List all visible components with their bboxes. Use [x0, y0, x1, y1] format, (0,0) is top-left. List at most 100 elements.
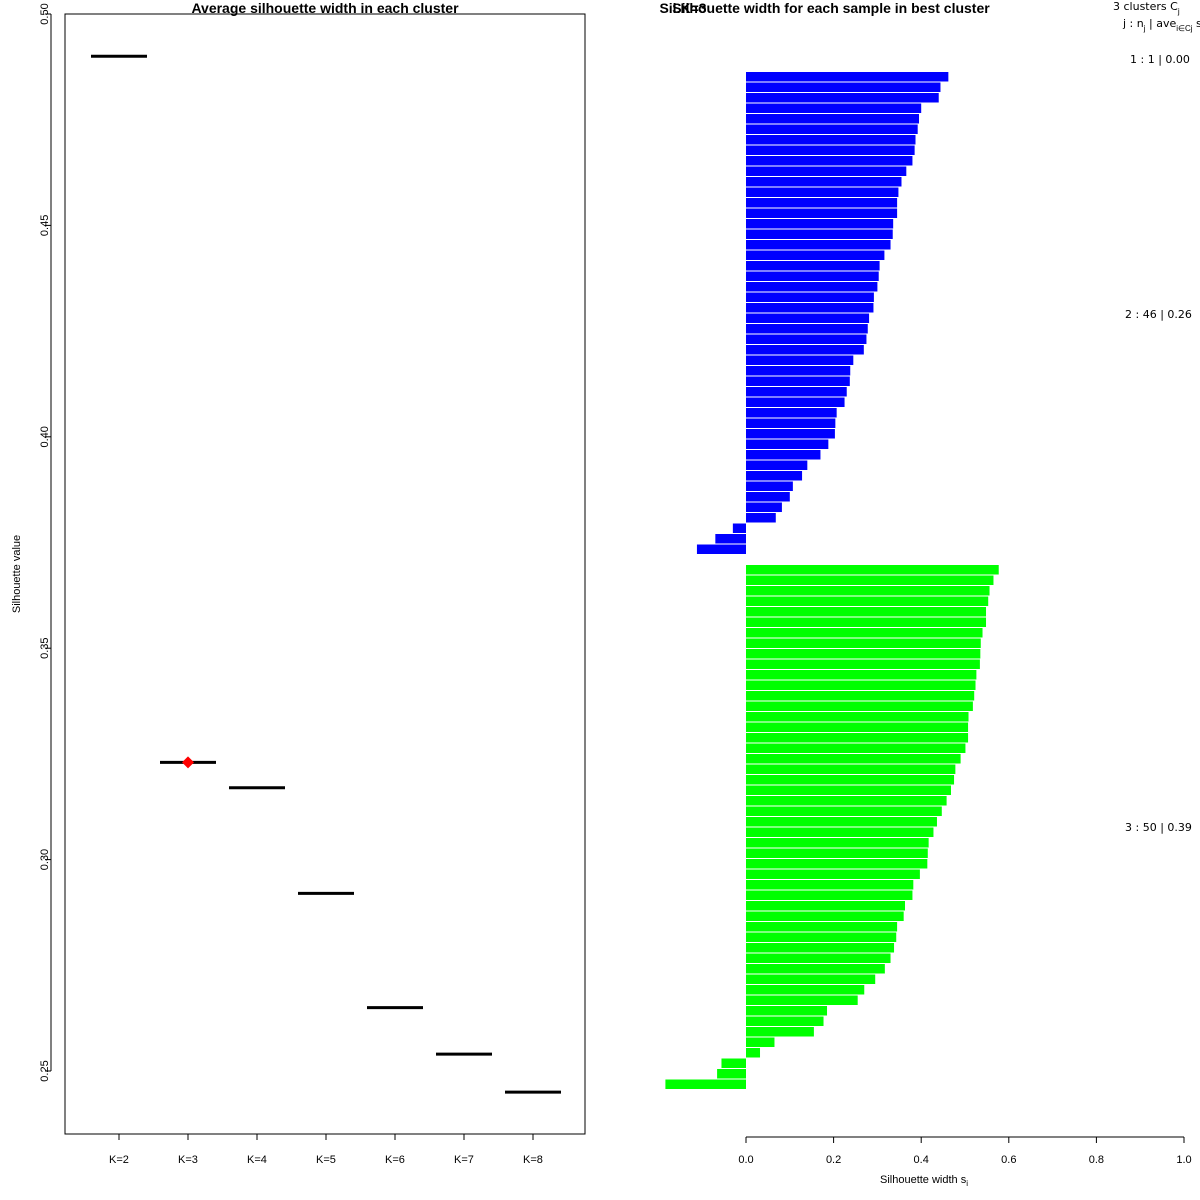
right-x-tick-label: 0.6 [1001, 1154, 1016, 1166]
header-line2-sub2: i∈Cj [1176, 24, 1193, 33]
silhouette-bar-cluster-3 [746, 1027, 814, 1037]
left-y-tick-label: 0.30 [39, 849, 51, 870]
header-line2-mid: | ave [1146, 17, 1177, 30]
silhouette-bar-cluster-2 [696, 544, 746, 554]
silhouette-bar-cluster-2 [746, 114, 920, 124]
silhouette-bar-cluster-2 [746, 103, 922, 113]
left-x-tick-label: K=6 [385, 1154, 405, 1166]
silhouette-bar-cluster-3 [746, 659, 980, 669]
silhouette-bar-cluster-2 [746, 240, 891, 250]
right-x-tick-label: 0.2 [826, 1154, 841, 1166]
silhouette-bar-cluster-3 [746, 1006, 828, 1016]
silhouette-bar-cluster-3 [746, 565, 999, 575]
silhouette-bar-cluster-3 [746, 775, 955, 785]
left-x-tick-label: K=4 [247, 1154, 267, 1166]
silhouette-bar-cluster-3 [746, 586, 990, 596]
silhouette-bar-cluster-2 [715, 534, 746, 544]
silhouette-bar-cluster-3 [721, 1058, 746, 1068]
silhouette-bar-cluster-3 [746, 911, 904, 921]
left-marks [91, 54, 561, 1094]
cluster-header-line2: j : nj | avei∈Cj si [1122, 17, 1200, 33]
silhouette-bar-cluster-2 [746, 429, 835, 439]
left-y-tick-label: 0.50 [39, 3, 51, 24]
silhouette-bar-cluster-3 [746, 806, 942, 816]
right-x-tick-label: 0.4 [914, 1154, 929, 1166]
silhouette-bar-cluster-2 [746, 219, 894, 229]
silhouette-bar-cluster-3 [746, 869, 920, 879]
silhouette-bar-cluster-2 [746, 471, 803, 481]
cluster-2-label: 2 : 46 | 0.26 [1125, 308, 1192, 321]
silhouette-bar-cluster-3 [746, 649, 981, 659]
silhouette-bar-cluster-3 [746, 901, 905, 911]
silhouette-bar-cluster-2 [746, 145, 915, 155]
silhouette-bar-cluster-2 [746, 450, 821, 460]
right-x-tick-label: 0.0 [738, 1154, 753, 1166]
silhouette-bar-cluster-2 [746, 481, 793, 491]
left-x-tick-label: K=5 [316, 1154, 336, 1166]
silhouette-bar-cluster-2 [746, 355, 854, 365]
left-y-tick-label: 0.25 [39, 1060, 51, 1081]
silhouette-bar-cluster-3 [746, 722, 969, 732]
silhouette-bar-cluster-3 [746, 880, 914, 890]
silhouette-bar-cluster-3 [746, 827, 934, 837]
silhouette-bar-cluster-3 [746, 1016, 824, 1026]
left-x-axis: K=2 K=3 K=4 K=5 K=6 K=7 K=8 [109, 1133, 543, 1166]
silhouette-bar-cluster-2 [746, 166, 907, 176]
silhouette-bar-cluster-3 [746, 733, 969, 743]
silhouette-bar-cluster-2 [746, 460, 808, 470]
header-line1-text: 3 clusters C [1113, 0, 1178, 13]
right-overlap-title: Sil.K=3 [659, 0, 706, 16]
silhouette-bar-cluster-2 [746, 408, 837, 418]
left-y-axis: 0.25 0.30 0.35 0.40 0.45 0.50 [39, 3, 52, 1082]
header-line2-sub1: j [1143, 24, 1146, 33]
silhouette-bar-cluster-2 [746, 324, 868, 334]
silhouette-bar-cluster-3 [665, 1079, 746, 1089]
cluster-1-label: 1 : 1 | 0.00 [1130, 53, 1190, 66]
silhouette-bar-cluster-3 [746, 964, 885, 974]
silhouette-bar-cluster-2 [746, 93, 939, 103]
silhouette-bar-cluster-3 [746, 617, 987, 627]
silhouette-bar-cluster-3 [746, 785, 951, 795]
silhouette-bar-cluster-3 [746, 943, 895, 953]
silhouette-bar-cluster-2 [746, 229, 893, 239]
silhouette-bar-cluster-3 [746, 848, 928, 858]
silhouette-bar-cluster-3 [746, 995, 858, 1005]
silhouette-bar-cluster-3 [746, 607, 987, 617]
silhouette-bar-cluster-2 [746, 208, 898, 218]
silhouette-bar-cluster-2 [746, 82, 941, 92]
silhouette-bar-cluster-3 [746, 712, 969, 722]
left-x-tick-label: K=8 [523, 1154, 543, 1166]
silhouette-bar-cluster-3 [746, 838, 929, 848]
silhouette-bar-cluster-2 [746, 334, 867, 344]
right-x-axis-label-text: Silhouette width s [880, 1174, 967, 1186]
silhouette-bar-cluster-2 [746, 72, 949, 82]
silhouette-bar-cluster-2 [746, 198, 898, 208]
right-x-tick-label: 1.0 [1176, 1154, 1191, 1166]
header-line1-sub: j [1177, 7, 1180, 16]
silhouette-bar-cluster-3 [746, 953, 891, 963]
best-k-marker [182, 756, 194, 769]
silhouette-bar-cluster-2 [746, 502, 782, 512]
cluster-header-line1: 3 clusters Cj [1113, 0, 1180, 16]
silhouette-bar-cluster-3 [746, 985, 865, 995]
silhouette-bar-cluster-2 [746, 418, 836, 428]
silhouette-bar-cluster-3 [746, 974, 876, 984]
right-x-axis-label: Silhouette width si [880, 1174, 968, 1188]
silhouette-bar-cluster-3 [746, 890, 913, 900]
silhouette-bar-cluster-3 [746, 628, 983, 638]
silhouette-bar-cluster-3 [746, 596, 989, 606]
right-x-axis: 0.0 0.2 0.4 0.6 0.8 1.0 [738, 1136, 1192, 1166]
silhouette-bar-cluster-3 [746, 1037, 775, 1047]
silhouette-bar-cluster-3 [746, 670, 977, 680]
silhouette-bar-cluster-2 [746, 156, 913, 166]
right-panel: Sil.K=3 Silhouette width for each sample… [659, 0, 1200, 1188]
silhouette-bar-cluster-2 [746, 492, 790, 502]
left-plot-frame [64, 13, 586, 1135]
left-y-axis-label: Silhouette value [11, 535, 23, 613]
silhouette-bar-cluster-2 [746, 292, 874, 302]
silhouette-bar-cluster-2 [746, 387, 847, 397]
silhouette-bar-cluster-3 [746, 764, 956, 774]
silhouette-bar-cluster-3 [746, 1048, 761, 1058]
silhouette-bar-cluster-3 [746, 932, 897, 942]
silhouette-bar-cluster-3 [746, 638, 981, 648]
